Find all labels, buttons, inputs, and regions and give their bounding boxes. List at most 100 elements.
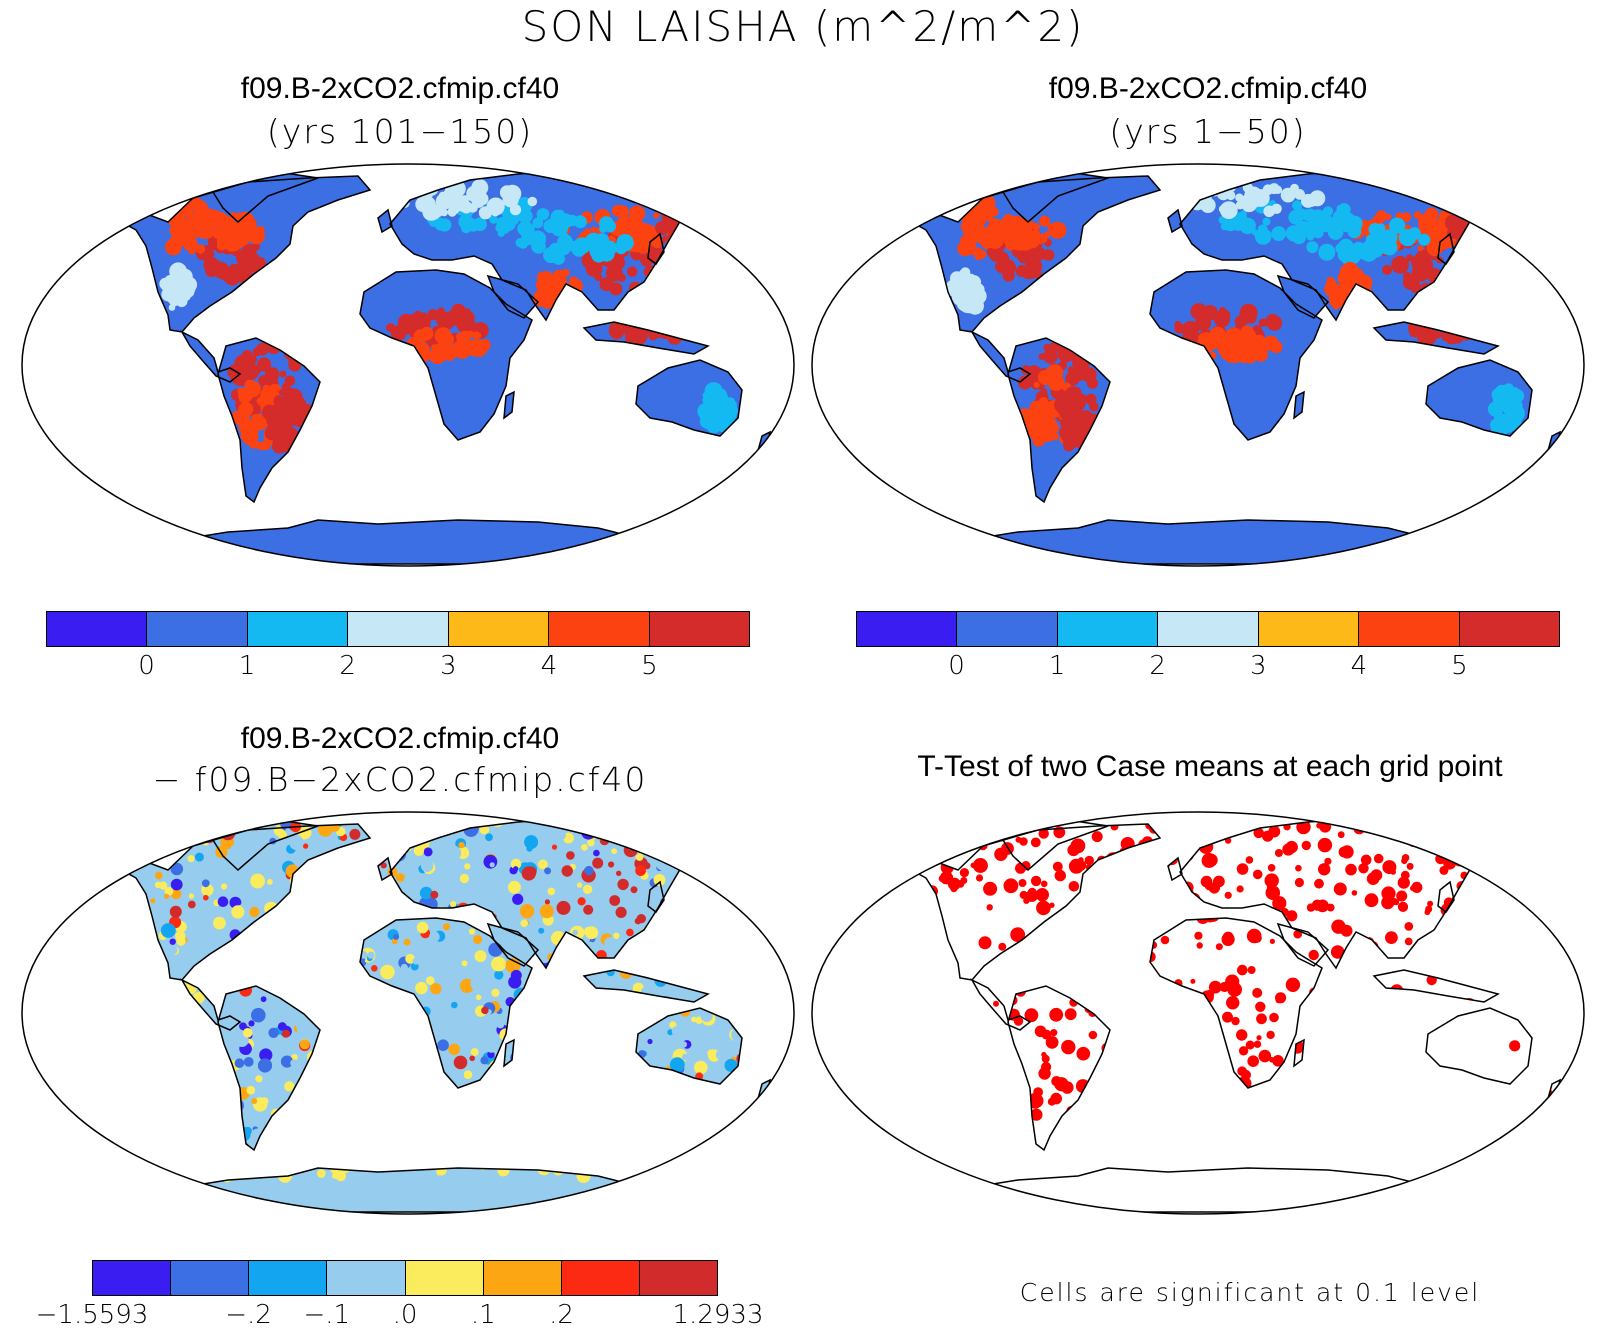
colorbar-tick-label: 5 [641, 651, 658, 681]
colorbar-tick-label: 5 [1451, 651, 1468, 681]
colorbar-swatch [47, 612, 148, 646]
coastline-japan [1437, 232, 1455, 266]
colorbar-swatch [549, 612, 650, 646]
land-south-america [1008, 986, 1110, 1150]
significance-note: Cells are significant at 0.1 level [1019, 1278, 1481, 1307]
land-arabia [488, 276, 538, 318]
colorbar-tick-label: −1.5593 [35, 1300, 149, 1330]
coastline-indonesia [1372, 321, 1500, 355]
coastline-australia [635, 1007, 743, 1085]
map-panel-2 [811, 163, 1585, 567]
coastline-north-america [893, 175, 1162, 333]
coastline-arabia [1276, 274, 1330, 319]
coastline-africa [359, 917, 533, 1089]
coastline-japan [647, 880, 665, 914]
colorbar-swatch [249, 1261, 328, 1295]
coastline-indonesia [582, 321, 710, 355]
coastline-british-isles [377, 208, 393, 234]
colorbar-tick-label: 2 [339, 651, 356, 681]
land-indonesia [1374, 970, 1498, 1002]
colorbar-swatch [483, 1261, 562, 1295]
land-arabia [1278, 276, 1328, 318]
coastline-madagascar [503, 390, 515, 420]
colorbar-swatch [405, 1261, 484, 1295]
coastline-south-america [1007, 985, 1111, 1152]
colorbar-tick-label: 4 [540, 651, 558, 681]
panel2-title: f09.B-2xCO2.cfmip.cf40 [1048, 72, 1368, 105]
colorbar-tick-label: 3 [1250, 651, 1267, 681]
colorbar-swatch [327, 1261, 406, 1295]
coastline-australia [635, 359, 743, 437]
colorbar-tick-label: 4 [1350, 651, 1368, 681]
coastline-central-america [970, 330, 1032, 383]
colorbar-swatch [1057, 612, 1159, 646]
colorbar-tick-label: 1 [238, 651, 256, 681]
coastline-africa [1149, 269, 1323, 441]
map-border [811, 811, 1585, 1215]
colorbar-swatch [147, 612, 248, 646]
coastline-central-america [970, 978, 1032, 1031]
colorbar-swatch [171, 1261, 250, 1295]
land-antarctica [168, 1168, 678, 1212]
colorbar-tick-label: 3 [440, 651, 457, 681]
colorbar-panel-2 [856, 611, 1560, 647]
colorbar-tick-label: .0 [392, 1300, 418, 1330]
panel3-subtitle: − f09.B−2xCO2.cfmip.cf40 [152, 760, 648, 799]
figure-title: SON LAISHA (m^2/m^2) [521, 2, 1085, 51]
coastline-japan [647, 232, 665, 266]
coastline-japan [1437, 880, 1455, 914]
colorbar-swatch [857, 612, 958, 646]
colorbar-tick-label: 2 [1149, 651, 1166, 681]
coastline-arabia [486, 274, 540, 319]
land-indonesia [584, 970, 708, 1002]
colorbar-tick-label: 1 [1048, 651, 1066, 681]
panel4-title: T-Test of two Case means at each grid po… [917, 750, 1503, 783]
map-panel-3 [21, 811, 795, 1215]
coastline-madagascar [1293, 390, 1305, 420]
colorbar-difference [92, 1260, 718, 1296]
colorbar-panel-1 [46, 611, 750, 647]
coastline-british-isles [1167, 208, 1183, 234]
coastline-indonesia [1372, 969, 1500, 1003]
coastline-british-isles [1167, 856, 1183, 882]
colorbar-tick-label: 1.2933 [672, 1300, 764, 1330]
coastline-british-isles [377, 856, 393, 882]
map-border [21, 163, 795, 567]
land-antarctica [958, 1168, 1468, 1212]
coastline-central-america [180, 330, 242, 383]
coastline-north-america [103, 175, 372, 333]
colorbar-swatch [348, 612, 449, 646]
coastline-south-america [217, 985, 321, 1152]
coastline-madagascar [1293, 1038, 1305, 1068]
coastline-north-america [103, 823, 372, 981]
colorbar-swatch [1158, 612, 1259, 646]
colorbar-tick-label: −.1 [303, 1300, 351, 1330]
land-antarctica [958, 520, 1468, 564]
colorbar-tick-label: 0 [138, 651, 155, 681]
coastline-australia [1425, 1007, 1533, 1085]
colorbar-swatch [93, 1261, 172, 1295]
coastline-central-america [180, 978, 242, 1031]
coastline-indonesia [582, 969, 710, 1003]
land-antarctica [168, 520, 678, 564]
colorbar-tick-label: .2 [549, 1300, 574, 1330]
colorbar-swatch [649, 612, 749, 646]
coastline-madagascar [503, 1038, 515, 1068]
colorbar-tick-label: 0 [948, 651, 965, 681]
colorbar-tick-label: −.2 [225, 1300, 272, 1330]
coastline-australia [1425, 359, 1533, 437]
coastline-africa [359, 269, 533, 441]
colorbar-tick-label: .1 [470, 1300, 496, 1330]
coastline-south-america [1007, 337, 1111, 504]
colorbar-swatch [957, 612, 1058, 646]
coastline-south-america [217, 337, 321, 504]
land-arabia [488, 924, 538, 966]
colorbar-swatch [639, 1261, 717, 1295]
colorbar-swatch [1359, 612, 1460, 646]
map-panel-1 [21, 163, 795, 567]
map-panel-4 [811, 811, 1585, 1215]
land-australia [1426, 1008, 1532, 1084]
coastline-north-america [893, 823, 1162, 981]
colorbar-swatch [247, 612, 349, 646]
map-border [21, 811, 795, 1215]
